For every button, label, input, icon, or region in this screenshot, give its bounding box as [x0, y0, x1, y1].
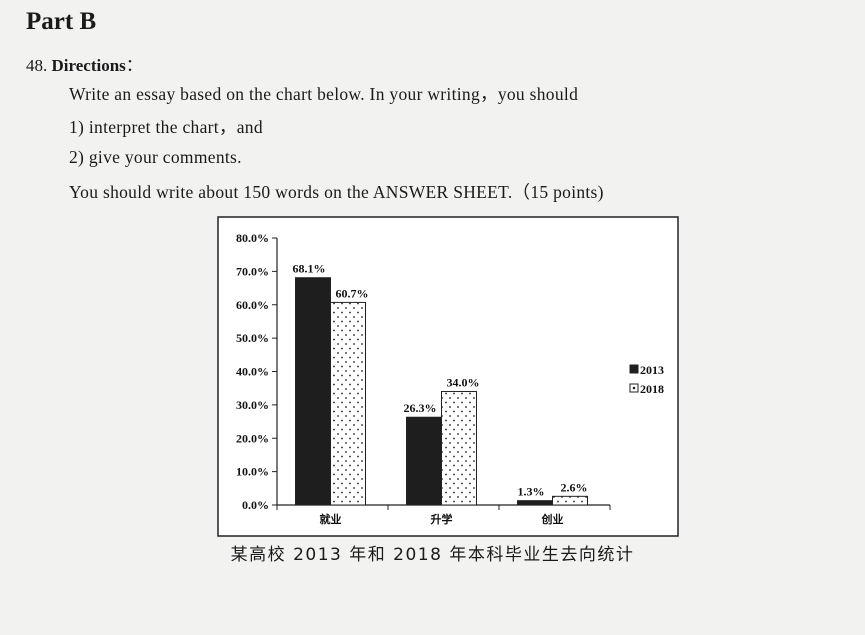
bar-2018-1 — [441, 391, 477, 506]
y-tick-label: 20.0% — [236, 431, 269, 445]
chart-caption: 某高校 2013 年和 2018 年本科毕业生去向统计 — [230, 545, 635, 565]
y-tick-label: 50.0% — [236, 331, 269, 345]
y-tick-label: 30.0% — [236, 398, 269, 412]
data-label: 68.1% — [293, 262, 326, 276]
instruction-line-3: 2) give your comments. — [69, 147, 242, 167]
bar-2018-0 — [330, 301, 366, 506]
data-label: 2.6% — [561, 480, 588, 494]
instruction-line-4: You should write about 150 words on the … — [69, 182, 604, 202]
bar-2013-1 — [406, 416, 442, 506]
y-tick-label: 70.0% — [236, 264, 269, 278]
question-number: 48. — [26, 56, 48, 75]
instruction-line-1: Write an essay based on the chart below.… — [69, 84, 579, 104]
bar-2013-2 — [517, 500, 553, 506]
instruction-line-2: 1) interpret the chart，and — [69, 117, 263, 137]
x-tick-label: 就业 — [320, 512, 342, 526]
data-label: 60.7% — [336, 286, 369, 300]
bar-2018-2 — [552, 495, 588, 506]
directions-colon: ： — [125, 56, 143, 75]
data-label: 34.0% — [447, 376, 480, 390]
y-tick-label: 80.0% — [236, 231, 269, 245]
question-heading: 48. Directions： — [26, 51, 143, 76]
legend-label-2013: 2013 — [640, 363, 664, 377]
x-tick-label: 升学 — [431, 512, 453, 526]
data-label: 26.3% — [404, 401, 437, 415]
legend-label-2018: 2018 — [640, 382, 664, 396]
part-title: Part B — [26, 8, 97, 35]
bar-2013-0 — [295, 277, 331, 506]
legend-dot — [632, 386, 636, 390]
y-tick-label: 10.0% — [236, 465, 269, 479]
y-tick-label: 60.0% — [236, 298, 269, 312]
y-tick-label: 40.0% — [236, 365, 269, 379]
legend-swatch-2013 — [629, 364, 639, 374]
x-tick-label: 创业 — [541, 512, 564, 526]
directions-label: Directions — [51, 56, 126, 75]
y-tick-label: 0.0% — [242, 498, 269, 512]
data-label: 1.3% — [518, 485, 545, 499]
